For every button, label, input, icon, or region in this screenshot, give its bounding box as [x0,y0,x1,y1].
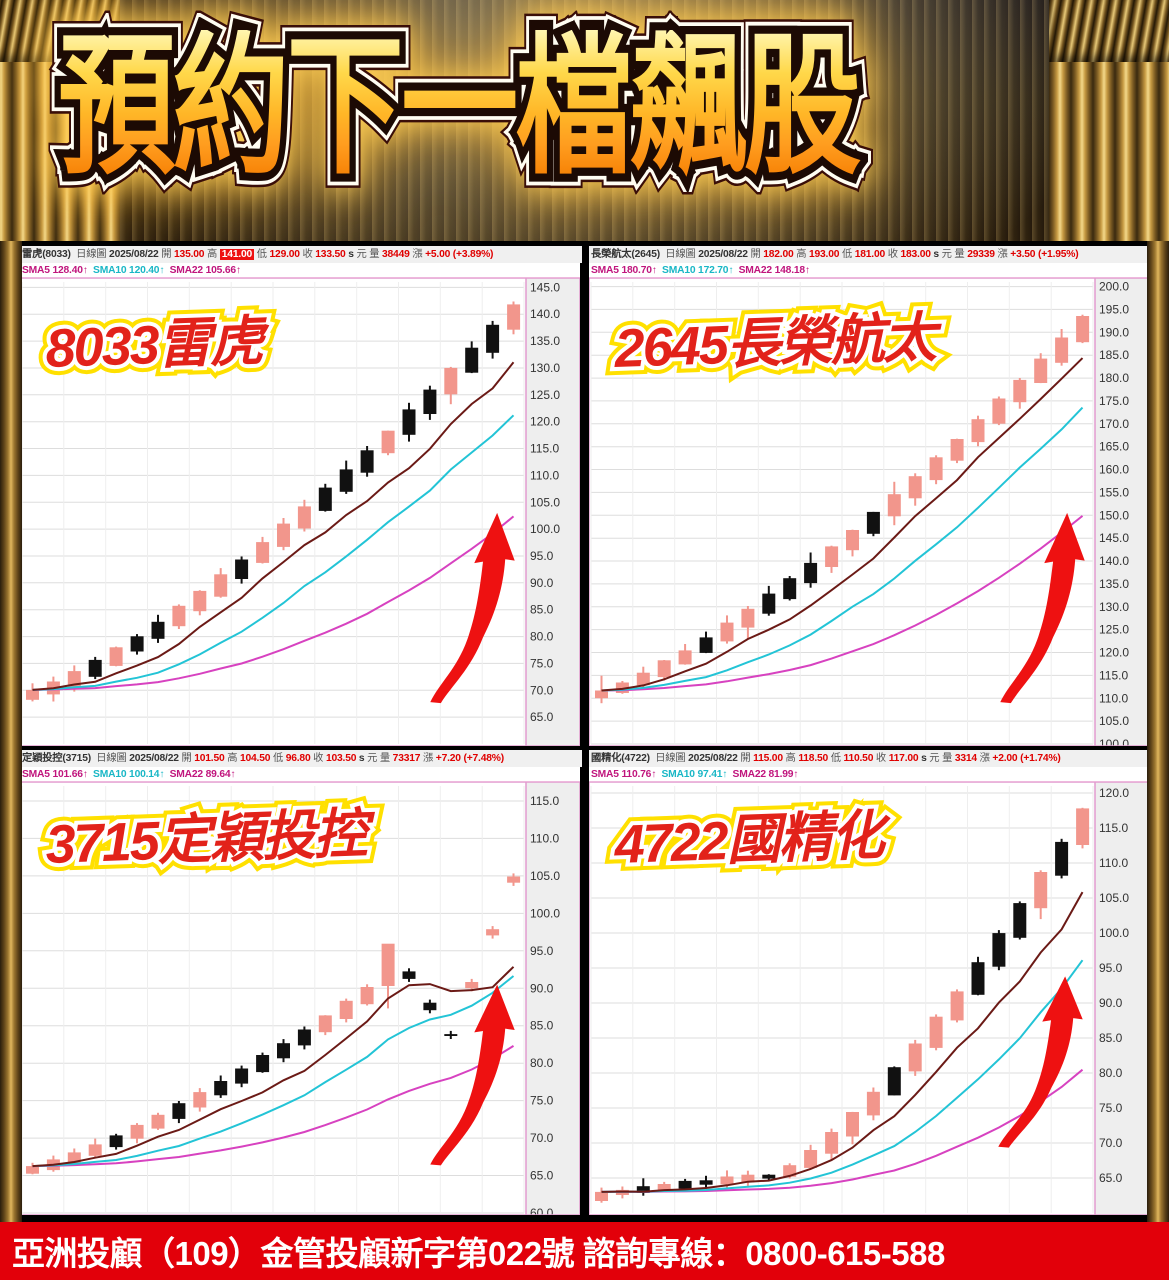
svg-text:60.0: 60.0 [530,1206,554,1215]
svg-text:95.0: 95.0 [530,944,554,958]
svg-text:115.0: 115.0 [530,442,559,456]
svg-text:120.0: 120.0 [530,415,560,429]
svg-text:140.0: 140.0 [1099,554,1129,568]
svg-text:115.0: 115.0 [1099,668,1128,682]
svg-text:200.0: 200.0 [1099,280,1129,294]
svg-text:70.0: 70.0 [1099,1136,1123,1150]
svg-text:110.0: 110.0 [530,831,559,845]
svg-text:150.0: 150.0 [1099,508,1129,522]
svg-text:100.0: 100.0 [1099,737,1129,746]
svg-text:85.0: 85.0 [530,603,554,617]
svg-text:80.0: 80.0 [530,630,554,644]
svg-text:70.0: 70.0 [530,683,554,697]
svg-text:105.0: 105.0 [1099,714,1129,728]
svg-text:110.0: 110.0 [1099,856,1128,870]
svg-text:120.0: 120.0 [1099,786,1129,800]
svg-text:100.0: 100.0 [530,522,560,536]
svg-text:140.0: 140.0 [530,307,560,321]
svg-text:90.0: 90.0 [1099,996,1123,1010]
svg-text:110.0: 110.0 [530,468,559,482]
svg-text:75.0: 75.0 [1099,1101,1123,1115]
svg-text:170.0: 170.0 [1099,417,1129,431]
svg-text:135.0: 135.0 [1099,577,1129,591]
svg-text:105.0: 105.0 [530,495,560,509]
svg-text:65.0: 65.0 [530,1169,554,1183]
svg-text:90.0: 90.0 [530,981,554,995]
svg-text:165.0: 165.0 [1099,440,1129,454]
svg-text:95.0: 95.0 [530,549,554,563]
svg-text:65.0: 65.0 [530,710,554,724]
svg-text:125.0: 125.0 [1099,623,1129,637]
svg-text:70.0: 70.0 [530,1131,554,1145]
svg-text:75.0: 75.0 [530,1094,554,1108]
svg-text:100.0: 100.0 [1099,926,1129,940]
svg-text:75.0: 75.0 [530,656,554,670]
svg-text:90.0: 90.0 [530,576,554,590]
svg-text:175.0: 175.0 [1099,394,1129,408]
svg-text:160.0: 160.0 [1099,463,1129,477]
svg-text:125.0: 125.0 [530,388,560,402]
svg-text:105.0: 105.0 [1099,891,1129,905]
svg-text:85.0: 85.0 [1099,1031,1123,1045]
svg-text:135.0: 135.0 [530,334,560,348]
svg-text:80.0: 80.0 [1099,1066,1123,1080]
svg-text:120.0: 120.0 [1099,646,1129,660]
svg-text:155.0: 155.0 [1099,485,1129,499]
svg-text:190.0: 190.0 [1099,325,1129,339]
svg-text:95.0: 95.0 [1099,961,1123,975]
svg-text:145.0: 145.0 [530,280,560,294]
svg-text:85.0: 85.0 [530,1019,554,1033]
svg-text:195.0: 195.0 [1099,302,1129,316]
svg-text:130.0: 130.0 [1099,600,1129,614]
svg-text:180.0: 180.0 [1099,371,1129,385]
svg-text:145.0: 145.0 [1099,531,1129,545]
svg-text:105.0: 105.0 [530,869,560,883]
svg-text:80.0: 80.0 [530,1056,554,1070]
svg-text:115.0: 115.0 [530,794,559,808]
svg-text:115.0: 115.0 [1099,821,1128,835]
svg-text:130.0: 130.0 [530,361,560,375]
svg-text:100.0: 100.0 [530,906,560,920]
svg-text:65.0: 65.0 [1099,1171,1123,1185]
svg-text:185.0: 185.0 [1099,348,1129,362]
svg-text:110.0: 110.0 [1099,691,1128,705]
